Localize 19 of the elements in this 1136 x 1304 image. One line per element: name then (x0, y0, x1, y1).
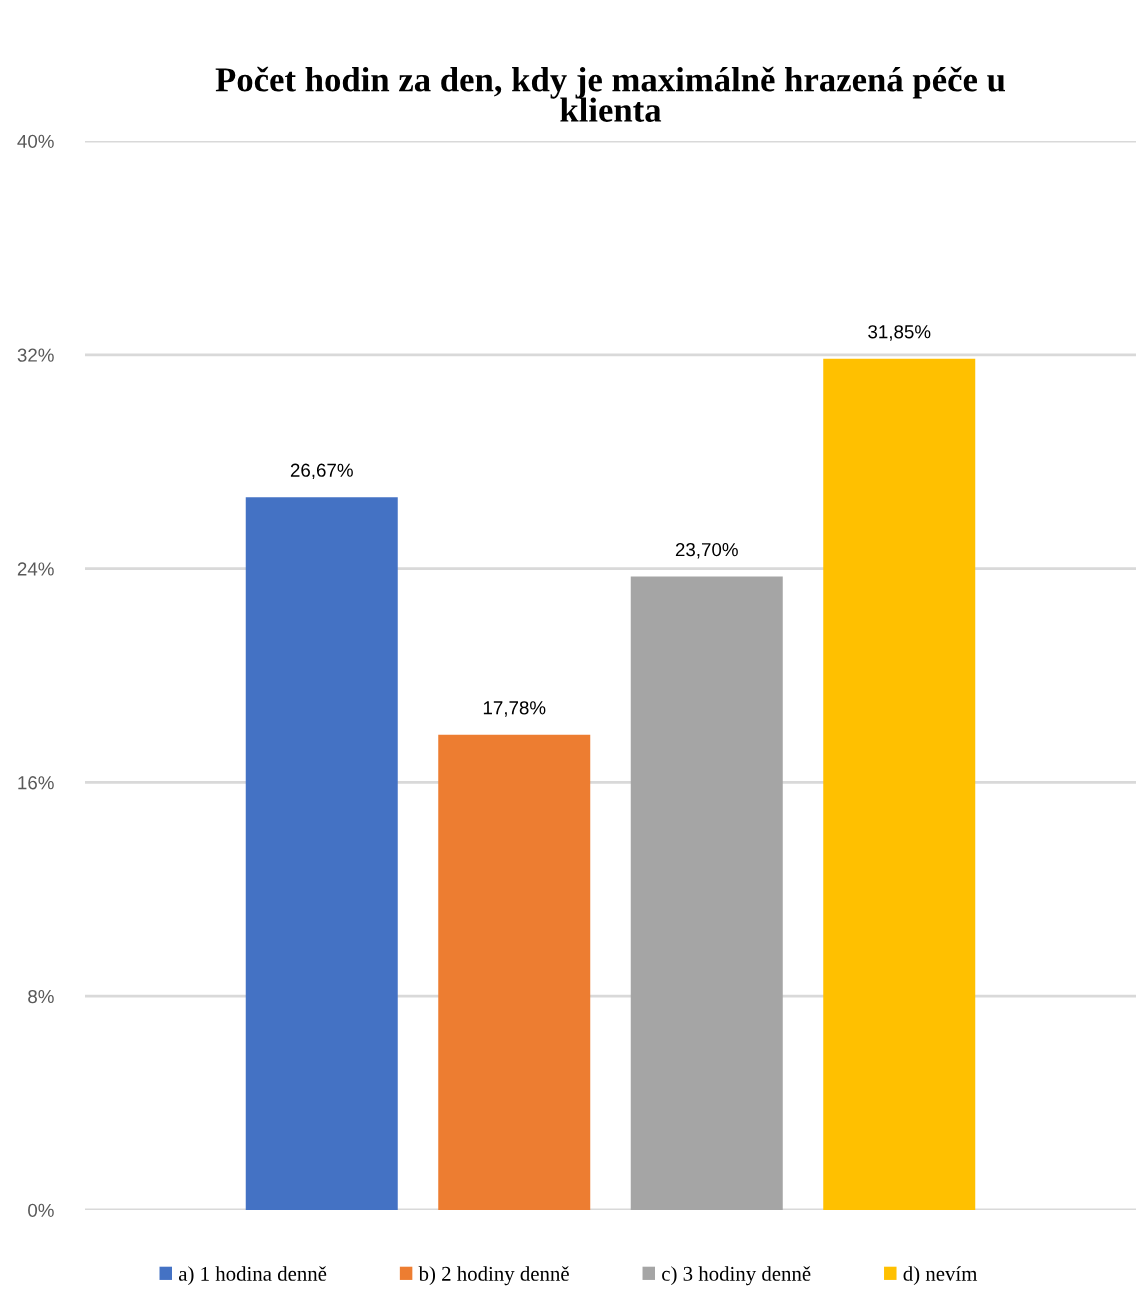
bar (823, 358, 976, 1210)
y-tick-label: 0% (28, 1203, 54, 1217)
data-label: 23,70% (675, 542, 738, 559)
bar (245, 497, 398, 1210)
y-tick-label: 24% (17, 562, 54, 576)
data-label: 26,67% (290, 463, 353, 480)
y-tick-label: 32% (17, 348, 54, 362)
bar (438, 734, 591, 1210)
chart-title: Počet hodin za den, kdy je maximálně hrazená péče u klienta (215, 66, 1005, 122)
bar (630, 576, 783, 1210)
y-tick-label: 16% (18, 776, 54, 790)
legend-label: a) 1 hodina denně (178, 1266, 327, 1286)
legend-label: d) nevím (903, 1266, 978, 1286)
data-label: 31,85% (868, 325, 931, 341)
y-tick-label: 40% (17, 134, 54, 148)
legend-label: b) 2 hodiny denně (418, 1266, 569, 1286)
legend-label: c) 3 hodiny denně (662, 1266, 811, 1286)
y-tick-label: 8% (28, 989, 54, 1004)
data-label: 17,78% (483, 701, 546, 717)
